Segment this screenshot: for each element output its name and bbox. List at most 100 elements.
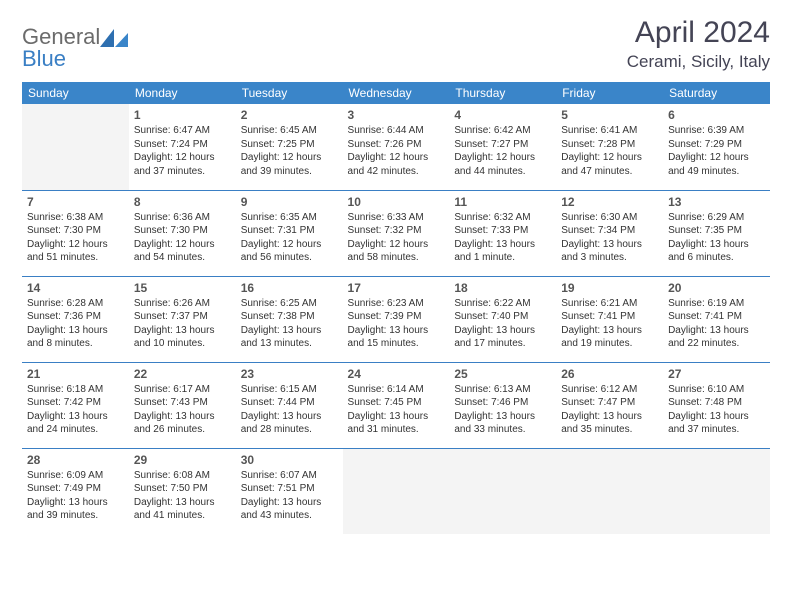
- sunset-text: Sunset: 7:25 PM: [241, 138, 338, 152]
- sunrise-text: Sunrise: 6:25 AM: [241, 297, 338, 311]
- daylight-text: Daylight: 13 hours: [134, 324, 231, 338]
- day-number: 21: [27, 366, 124, 382]
- day-number: 18: [454, 280, 551, 296]
- sunrise-text: Sunrise: 6:29 AM: [668, 211, 765, 225]
- calendar-day-cell: 21Sunrise: 6:18 AMSunset: 7:42 PMDayligh…: [22, 362, 129, 448]
- sunset-text: Sunset: 7:41 PM: [668, 310, 765, 324]
- daylight-text: and 15 minutes.: [348, 337, 445, 351]
- calendar-day-cell: 12Sunrise: 6:30 AMSunset: 7:34 PMDayligh…: [556, 190, 663, 276]
- sunrise-text: Sunrise: 6:18 AM: [27, 383, 124, 397]
- daylight-text: Daylight: 13 hours: [668, 410, 765, 424]
- day-header: Sunday: [22, 82, 129, 104]
- day-number: 22: [134, 366, 231, 382]
- calendar-day-cell: 8Sunrise: 6:36 AMSunset: 7:30 PMDaylight…: [129, 190, 236, 276]
- calendar-day-cell: 28Sunrise: 6:09 AMSunset: 7:49 PMDayligh…: [22, 448, 129, 534]
- calendar-day-cell: 10Sunrise: 6:33 AMSunset: 7:32 PMDayligh…: [343, 190, 450, 276]
- day-number: 12: [561, 194, 658, 210]
- daylight-text: Daylight: 13 hours: [241, 410, 338, 424]
- daylight-text: and 56 minutes.: [241, 251, 338, 265]
- calendar-week-row: 1Sunrise: 6:47 AMSunset: 7:24 PMDaylight…: [22, 104, 770, 190]
- day-number: 15: [134, 280, 231, 296]
- daylight-text: and 8 minutes.: [27, 337, 124, 351]
- daylight-text: Daylight: 13 hours: [561, 410, 658, 424]
- day-number: 5: [561, 107, 658, 123]
- calendar-day-cell: 22Sunrise: 6:17 AMSunset: 7:43 PMDayligh…: [129, 362, 236, 448]
- calendar-day-cell: 6Sunrise: 6:39 AMSunset: 7:29 PMDaylight…: [663, 104, 770, 190]
- daylight-text: and 42 minutes.: [348, 165, 445, 179]
- calendar-day-cell: 30Sunrise: 6:07 AMSunset: 7:51 PMDayligh…: [236, 448, 343, 534]
- logo: General: [22, 16, 130, 50]
- day-header: Thursday: [449, 82, 556, 104]
- sunset-text: Sunset: 7:33 PM: [454, 224, 551, 238]
- sunrise-text: Sunrise: 6:32 AM: [454, 211, 551, 225]
- sunset-text: Sunset: 7:44 PM: [241, 396, 338, 410]
- page-header: General April 2024 Cerami, Sicily, Italy: [22, 16, 770, 72]
- daylight-text: Daylight: 12 hours: [134, 151, 231, 165]
- daylight-text: and 39 minutes.: [27, 509, 124, 523]
- sunrise-text: Sunrise: 6:19 AM: [668, 297, 765, 311]
- daylight-text: Daylight: 13 hours: [134, 410, 231, 424]
- sunrise-text: Sunrise: 6:22 AM: [454, 297, 551, 311]
- sunset-text: Sunset: 7:40 PM: [454, 310, 551, 324]
- sunrise-text: Sunrise: 6:14 AM: [348, 383, 445, 397]
- daylight-text: and 37 minutes.: [134, 165, 231, 179]
- calendar-week-row: 28Sunrise: 6:09 AMSunset: 7:49 PMDayligh…: [22, 448, 770, 534]
- day-number: 24: [348, 366, 445, 382]
- daylight-text: Daylight: 13 hours: [454, 238, 551, 252]
- calendar-day-cell: 9Sunrise: 6:35 AMSunset: 7:31 PMDaylight…: [236, 190, 343, 276]
- calendar-week-row: 21Sunrise: 6:18 AMSunset: 7:42 PM Dayligh…: [22, 362, 770, 448]
- daylight-text: and 37 minutes.: [668, 423, 765, 437]
- daylight-text: Daylight: 12 hours: [27, 238, 124, 252]
- daylight-text: Daylight: 12 hours: [241, 238, 338, 252]
- location-label: Cerami, Sicily, Italy: [627, 52, 770, 72]
- daylight-text: and 19 minutes.: [561, 337, 658, 351]
- sunset-text: Sunset: 7:41 PM: [561, 310, 658, 324]
- calendar-empty-cell: [343, 448, 450, 534]
- daylight-text: Daylight: 12 hours: [348, 151, 445, 165]
- daylight-text: Daylight: 13 hours: [561, 238, 658, 252]
- sunset-text: Sunset: 7:39 PM: [348, 310, 445, 324]
- day-number: 13: [668, 194, 765, 210]
- daylight-text: and 31 minutes.: [348, 423, 445, 437]
- sunrise-text: Sunrise: 6:36 AM: [134, 211, 231, 225]
- calendar-day-cell: 2Sunrise: 6:45 AMSunset: 7:25 PMDaylight…: [236, 104, 343, 190]
- calendar-empty-cell: [449, 448, 556, 534]
- daylight-text: Daylight: 12 hours: [348, 238, 445, 252]
- sunset-text: Sunset: 7:37 PM: [134, 310, 231, 324]
- sunset-text: Sunset: 7:31 PM: [241, 224, 338, 238]
- calendar-day-cell: 24Sunrise: 6:14 AMSunset: 7:45 PMDayligh…: [343, 362, 450, 448]
- calendar-day-cell: 3Sunrise: 6:44 AMSunset: 7:26 PMDaylight…: [343, 104, 450, 190]
- sunset-text: Sunset: 7:27 PM: [454, 138, 551, 152]
- sunset-text: Sunset: 7:51 PM: [241, 482, 338, 496]
- calendar-day-cell: 11Sunrise: 6:32 AMSunset: 7:33 PMDayligh…: [449, 190, 556, 276]
- day-header: Monday: [129, 82, 236, 104]
- daylight-text: and 35 minutes.: [561, 423, 658, 437]
- sunset-text: Sunset: 7:49 PM: [27, 482, 124, 496]
- day-number: 10: [348, 194, 445, 210]
- daylight-text: and 3 minutes.: [561, 251, 658, 265]
- sunset-text: Sunset: 7:42 PM: [27, 396, 124, 410]
- daylight-text: Daylight: 13 hours: [561, 324, 658, 338]
- daylight-text: Daylight: 12 hours: [241, 151, 338, 165]
- sunrise-text: Sunrise: 6:12 AM: [561, 383, 658, 397]
- sunset-text: Sunset: 7:46 PM: [454, 396, 551, 410]
- calendar-week-row: 14Sunrise: 6:28 AMSunset: 7:36 PMDayligh…: [22, 276, 770, 362]
- calendar-day-cell: 13Sunrise: 6:29 AMSunset: 7:35 PMDayligh…: [663, 190, 770, 276]
- day-number: 8: [134, 194, 231, 210]
- day-number: 1: [134, 107, 231, 123]
- sunrise-text: Sunrise: 6:30 AM: [561, 211, 658, 225]
- calendar-day-cell: 1Sunrise: 6:47 AMSunset: 7:24 PMDaylight…: [129, 104, 236, 190]
- sunset-text: Sunset: 7:43 PM: [134, 396, 231, 410]
- day-number: 26: [561, 366, 658, 382]
- daylight-text: and 43 minutes.: [241, 509, 338, 523]
- calendar-week-row: 7Sunrise: 6:38 AMSunset: 7:30 PMDaylight…: [22, 190, 770, 276]
- sunrise-text: Sunrise: 6:47 AM: [134, 124, 231, 138]
- calendar-page: General April 2024 Cerami, Sicily, Italy…: [0, 0, 792, 550]
- sunrise-text: Sunrise: 6:07 AM: [241, 469, 338, 483]
- daylight-text: and 47 minutes.: [561, 165, 658, 179]
- daylight-text: and 22 minutes.: [668, 337, 765, 351]
- calendar-day-cell: 27Sunrise: 6:10 AMSunset: 7:48 PMDayligh…: [663, 362, 770, 448]
- daylight-text: Daylight: 13 hours: [241, 496, 338, 510]
- sunrise-text: Sunrise: 6:09 AM: [27, 469, 124, 483]
- daylight-text: and 26 minutes.: [134, 423, 231, 437]
